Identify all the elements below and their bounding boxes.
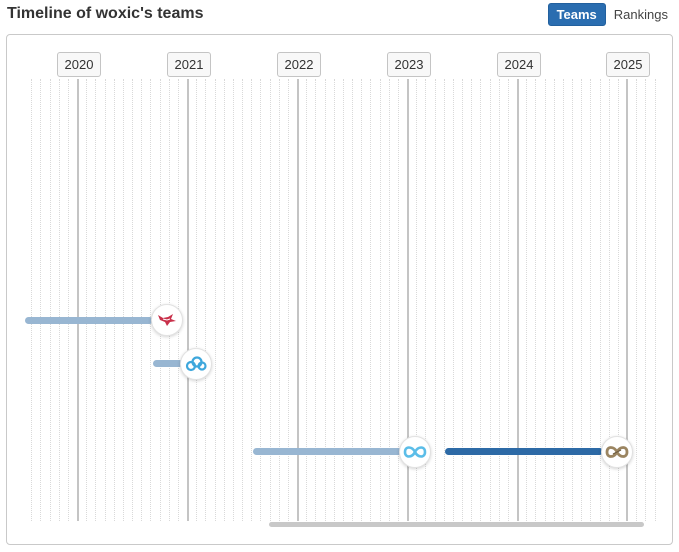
month-grid-line bbox=[397, 79, 399, 521]
year-label-2023: 2023 bbox=[387, 52, 431, 77]
team-logo-endpoint[interactable] bbox=[399, 436, 431, 468]
month-grid-line bbox=[489, 79, 491, 521]
endpoint-icon bbox=[403, 446, 427, 458]
month-grid-line bbox=[608, 79, 610, 521]
month-grid-line bbox=[480, 79, 482, 521]
year-line-2022 bbox=[297, 79, 299, 521]
view-toggle: Teams Rankings bbox=[547, 3, 672, 26]
team-stint-bar bbox=[253, 448, 405, 455]
month-grid-line bbox=[645, 79, 647, 521]
month-grid-line bbox=[553, 79, 555, 521]
month-grid-line bbox=[205, 79, 207, 521]
month-grid-line bbox=[361, 79, 363, 521]
cloud9-icon bbox=[185, 356, 207, 372]
month-grid-line bbox=[196, 79, 198, 521]
year-line-2024 bbox=[517, 79, 519, 521]
month-grid-line bbox=[452, 79, 454, 521]
month-grid-line bbox=[526, 79, 528, 521]
year-line-2025 bbox=[626, 79, 628, 521]
month-grid-line bbox=[242, 79, 243, 521]
page-title: Timeline of woxic's teams bbox=[7, 5, 204, 22]
year-label-2021: 2021 bbox=[167, 52, 211, 77]
month-grid-line bbox=[223, 79, 225, 521]
month-grid-line bbox=[599, 79, 601, 521]
month-grid-line bbox=[122, 79, 124, 521]
year-line-2020 bbox=[77, 79, 79, 521]
month-grid-line bbox=[269, 79, 271, 521]
rankings-tab[interactable]: Rankings bbox=[613, 7, 668, 22]
month-grid-line bbox=[168, 79, 170, 521]
month-grid-line bbox=[49, 79, 51, 521]
month-grid-line bbox=[251, 79, 253, 521]
month-grid-line bbox=[31, 79, 33, 521]
month-grid-line bbox=[306, 79, 308, 521]
month-grid-line bbox=[462, 79, 463, 521]
month-grid-line bbox=[572, 79, 573, 521]
month-grid-line bbox=[132, 79, 133, 521]
month-grid-line bbox=[58, 79, 60, 521]
month-grid-line bbox=[471, 79, 473, 521]
team-stint-bar-current bbox=[445, 448, 603, 455]
month-grid-line bbox=[150, 79, 152, 521]
month-grid-line bbox=[352, 79, 353, 521]
team-stint-bar bbox=[153, 360, 183, 367]
team-logo-current[interactable] bbox=[601, 436, 633, 468]
horizontal-scrollbar[interactable] bbox=[269, 522, 644, 527]
team-logo-mousesports[interactable] bbox=[151, 304, 183, 336]
golden-infinity-icon bbox=[605, 446, 629, 458]
month-grid-line bbox=[86, 79, 88, 521]
month-grid-line bbox=[342, 79, 344, 521]
month-grid-line bbox=[324, 79, 326, 521]
month-grid-line bbox=[434, 79, 436, 521]
month-grid-line bbox=[278, 79, 280, 521]
month-grid-line bbox=[214, 79, 216, 521]
month-grid-line bbox=[562, 79, 564, 521]
month-grid-line bbox=[370, 79, 372, 521]
month-grid-line bbox=[232, 79, 234, 521]
month-grid-line bbox=[507, 79, 509, 521]
month-grid-line bbox=[95, 79, 97, 521]
month-grid-line bbox=[260, 79, 262, 521]
timeline-panel: 2020 2021 2022 2023 2024 2025 bbox=[6, 34, 673, 545]
month-grid-line bbox=[416, 79, 418, 521]
month-grid-line bbox=[379, 79, 381, 521]
year-label-2020: 2020 bbox=[57, 52, 101, 77]
month-grid-line bbox=[104, 79, 106, 521]
month-grid-line bbox=[544, 79, 546, 521]
month-grid-line bbox=[40, 79, 42, 521]
month-grid-line bbox=[581, 79, 583, 521]
month-grid-line bbox=[443, 79, 445, 521]
month-grid-line bbox=[177, 79, 179, 521]
month-grid-line bbox=[535, 79, 537, 521]
month-grid-line bbox=[590, 79, 592, 521]
year-label-2025: 2025 bbox=[606, 52, 650, 77]
month-grid-line bbox=[315, 79, 317, 521]
year-line-2021 bbox=[187, 79, 189, 521]
mousesports-icon bbox=[158, 314, 176, 326]
teams-tab[interactable]: Teams bbox=[547, 3, 606, 26]
year-label-2022: 2022 bbox=[277, 52, 321, 77]
year-line-2023 bbox=[407, 79, 409, 521]
month-grid-line bbox=[498, 79, 500, 521]
team-logo-cloud9[interactable] bbox=[180, 348, 212, 380]
month-grid-line bbox=[425, 79, 427, 521]
year-label-2024: 2024 bbox=[497, 52, 541, 77]
month-grid-line bbox=[654, 79, 656, 521]
month-grid-line bbox=[287, 79, 289, 521]
team-stint-bar bbox=[25, 317, 153, 324]
month-grid-line bbox=[636, 79, 638, 521]
month-grid-line bbox=[113, 79, 115, 521]
month-grid-line bbox=[333, 79, 335, 521]
month-grid-line bbox=[141, 79, 143, 521]
month-grid-line bbox=[388, 79, 390, 521]
month-grid-line bbox=[67, 79, 69, 521]
month-grid-line bbox=[617, 79, 619, 521]
month-grid-line bbox=[159, 79, 161, 521]
